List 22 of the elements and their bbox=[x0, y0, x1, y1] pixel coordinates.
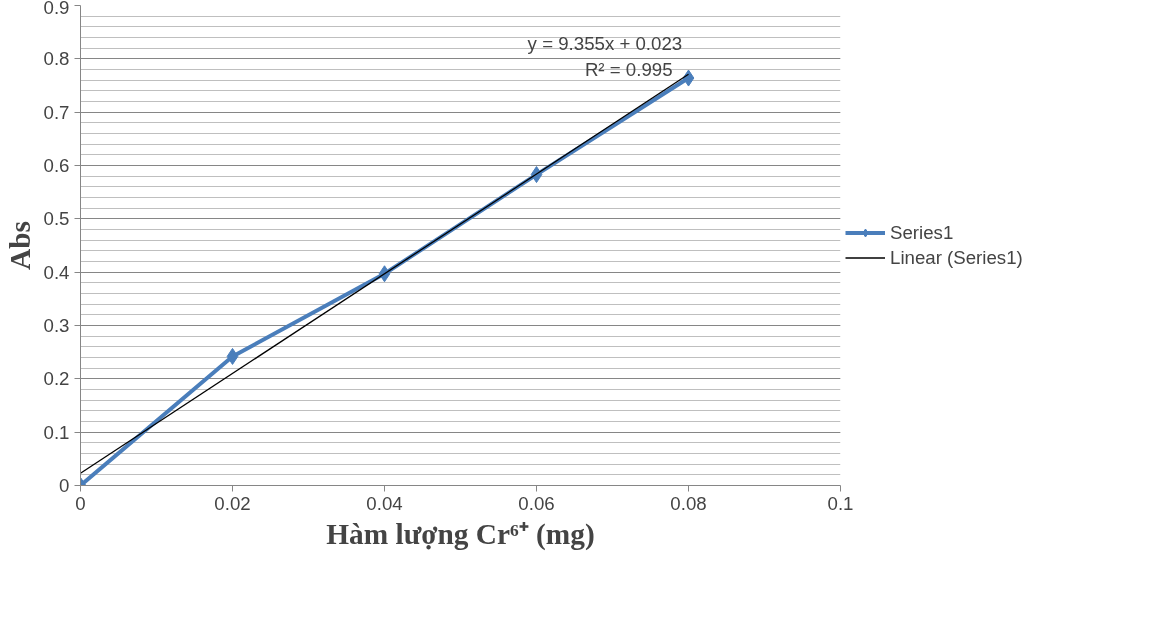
y-tick-label: 0.5 bbox=[43, 208, 70, 230]
x-axis-title: Hàm lượng Cr⁶⁺ (mg) bbox=[326, 517, 595, 551]
x-tick-label: 0 bbox=[75, 492, 86, 514]
y-axis-title: Abs bbox=[3, 221, 36, 270]
y-tick-label: 0.7 bbox=[43, 101, 70, 123]
legend-label: Linear (Series1) bbox=[890, 246, 1023, 269]
annotation: y = 9.355x + 0.023 bbox=[527, 32, 683, 54]
x-tick-label: 0.08 bbox=[670, 492, 707, 514]
x-tick-label: 0.1 bbox=[827, 492, 854, 514]
y-tick-label: 0.2 bbox=[43, 368, 70, 390]
legend-label: Series1 bbox=[890, 221, 954, 244]
y-tick-label: 0.3 bbox=[43, 315, 70, 336]
y-tick-label: 0 bbox=[59, 475, 70, 496]
y-tick-label: 0.4 bbox=[43, 261, 70, 283]
x-tick-label: 0.06 bbox=[518, 492, 555, 514]
x-tick-label: 0.02 bbox=[214, 492, 251, 514]
y-tick-label: 0.9 bbox=[43, 0, 70, 18]
annotation: R² = 0.995 bbox=[584, 58, 673, 80]
y-tick-label: 0.6 bbox=[43, 155, 70, 176]
y-tick-label: 0.1 bbox=[43, 421, 70, 443]
y-tick-label: 0.8 bbox=[43, 48, 70, 70]
x-tick-label: 0.04 bbox=[366, 492, 403, 514]
